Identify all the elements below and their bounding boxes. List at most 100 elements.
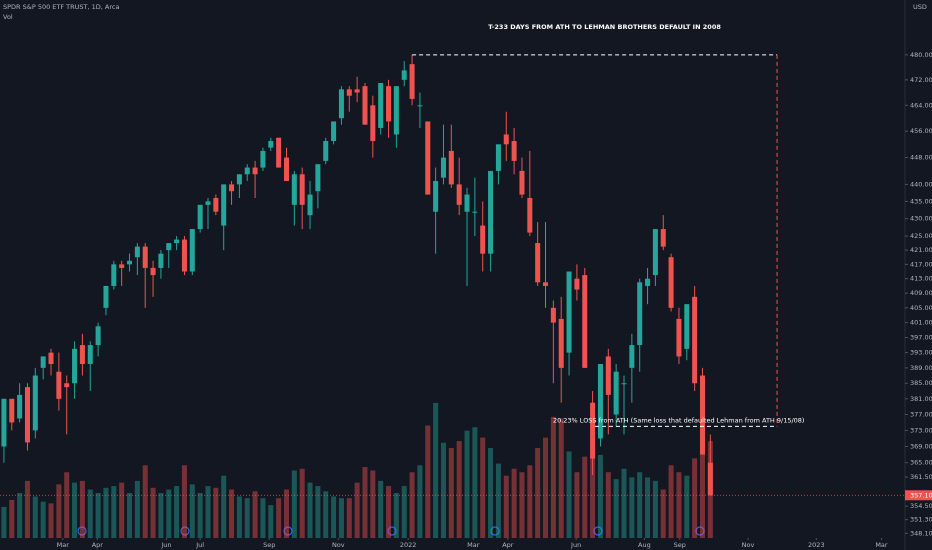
- dividend-markers: [77, 526, 705, 536]
- volume-bar: [590, 430, 596, 538]
- candle-body: [495, 144, 501, 171]
- volume-bar: [307, 482, 313, 538]
- candle-body: [40, 356, 46, 368]
- dividend-marker: [77, 526, 87, 536]
- candle-body: [597, 364, 603, 439]
- x-tick-label: Sep: [674, 541, 686, 549]
- candle-body: [268, 141, 274, 148]
- volume-bar: [417, 465, 423, 538]
- volume-bar: [142, 465, 148, 538]
- volume-bar: [409, 472, 415, 538]
- volume-bar: [597, 454, 603, 538]
- x-tick-label: Jun: [160, 541, 171, 549]
- volume-bar: [229, 489, 235, 538]
- y-tick-label: 397.00: [910, 334, 932, 342]
- candle-body: [142, 246, 148, 268]
- volume-bar: [543, 437, 549, 538]
- volume-bar: [550, 416, 556, 538]
- candle-body: [291, 174, 297, 205]
- y-tick-label: 354.50: [910, 502, 932, 510]
- volume-bar: [323, 491, 329, 538]
- candle-body: [299, 174, 305, 205]
- y-tick-label: 435.00: [910, 197, 932, 205]
- candle-body: [87, 345, 93, 365]
- volume-bar: [448, 448, 454, 538]
- volume-bar: [511, 468, 517, 538]
- candle-body: [354, 89, 360, 93]
- candle-body: [582, 275, 588, 368]
- candle-body: [95, 326, 101, 346]
- y-tick-label: 381.00: [910, 395, 932, 403]
- volume-bar: [354, 482, 360, 538]
- current-price-label: 357.10: [910, 491, 932, 499]
- x-tick-label: Nov: [742, 541, 755, 549]
- candle-body: [511, 141, 517, 161]
- volume-bar: [64, 472, 70, 538]
- candle-body: [370, 105, 376, 142]
- volume-bar: [676, 472, 682, 538]
- volume-bar: [40, 501, 46, 538]
- candle-body: [660, 229, 666, 247]
- candle-body: [378, 83, 384, 128]
- volume-bar: [488, 448, 494, 538]
- dividend-marker: [387, 526, 397, 536]
- volume-bar: [103, 487, 109, 538]
- candle-body: [535, 243, 541, 283]
- volume-bar: [48, 503, 54, 538]
- volume-bar: [425, 425, 431, 538]
- candle-body: [409, 64, 415, 99]
- x-tick-label: Mar: [875, 541, 888, 549]
- candle-body: [9, 398, 15, 423]
- current-price-badge: [905, 490, 932, 501]
- dividend-marker: [283, 526, 293, 536]
- volume-bar: [276, 498, 282, 538]
- candle-body: [17, 394, 23, 419]
- candle-body: [440, 157, 446, 178]
- y-tick-label: 393.00: [910, 349, 932, 357]
- x-tick-label: Apr: [502, 541, 514, 549]
- volume-bar: [174, 486, 180, 538]
- volume-bar: [205, 486, 211, 538]
- candle-body: [244, 167, 250, 175]
- volume-bar: [260, 498, 266, 538]
- candle-body: [56, 371, 62, 399]
- y-tick-label: 417.00: [910, 260, 932, 268]
- volume-bar: [605, 472, 611, 538]
- candle-body: [72, 348, 78, 384]
- candle-body: [543, 282, 549, 286]
- currency-label: USD: [913, 3, 927, 11]
- y-tick-label: 480.00: [910, 51, 932, 59]
- candle-body: [574, 278, 580, 290]
- volume-bar: [315, 486, 321, 538]
- candle-body: [32, 375, 38, 431]
- candle-body: [103, 285, 109, 308]
- candle-body: [448, 150, 454, 185]
- volume-bar: [346, 498, 352, 538]
- volume-bar: [56, 484, 62, 538]
- candle-body: [645, 278, 651, 286]
- volume-bar: [32, 496, 38, 538]
- y-tick-label: 464.00: [910, 101, 932, 109]
- volume-bar: [150, 487, 156, 538]
- candle-body: [417, 105, 423, 107]
- dividend-marker: [695, 526, 705, 536]
- x-tick-label: Jul: [195, 541, 204, 549]
- candle-body: [629, 345, 635, 368]
- volume-bar: [158, 493, 164, 538]
- candle-body: [229, 184, 235, 192]
- volume-bar: [213, 487, 219, 538]
- volume-bar: [637, 472, 643, 538]
- candle-body: [707, 462, 713, 496]
- candle-body: [676, 318, 682, 357]
- candle-body: [692, 296, 698, 384]
- volume-bar: [197, 493, 203, 538]
- volume-bar: [684, 475, 690, 538]
- candle-body: [590, 402, 596, 459]
- x-tick-label: 2022: [400, 541, 417, 549]
- volume-bar: [283, 489, 290, 538]
- volume-bar: [456, 441, 462, 538]
- volume-bar: [582, 456, 588, 538]
- candle-body: [260, 150, 266, 168]
- x-tick-label: Sep: [263, 541, 275, 549]
- annotation-loss: 20.23% LOSS from ATH (Same loss that def…: [553, 416, 805, 424]
